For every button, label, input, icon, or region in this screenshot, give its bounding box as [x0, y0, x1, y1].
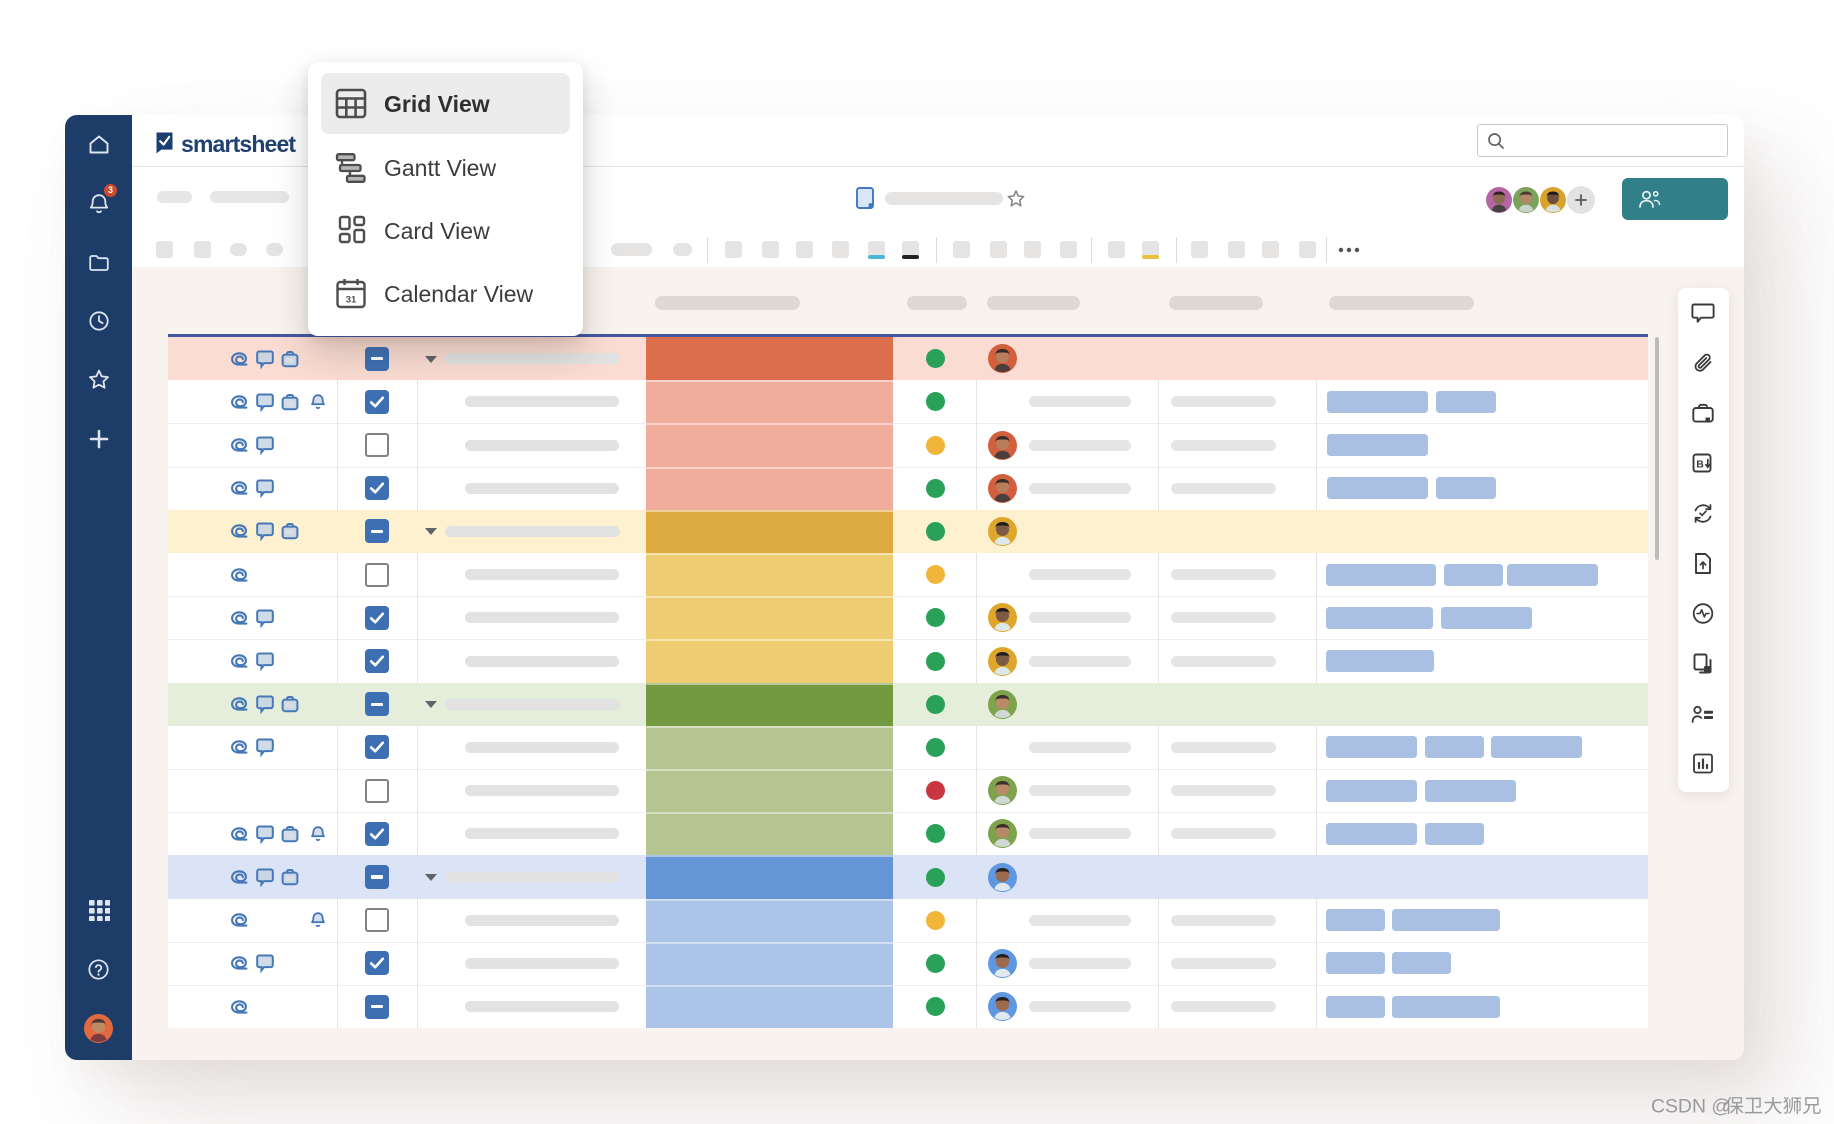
- svg-text:B: B: [1696, 458, 1704, 470]
- svg-text:CSDN @: CSDN @: [1651, 1097, 1731, 1118]
- svg-text:31: 31: [346, 295, 357, 306]
